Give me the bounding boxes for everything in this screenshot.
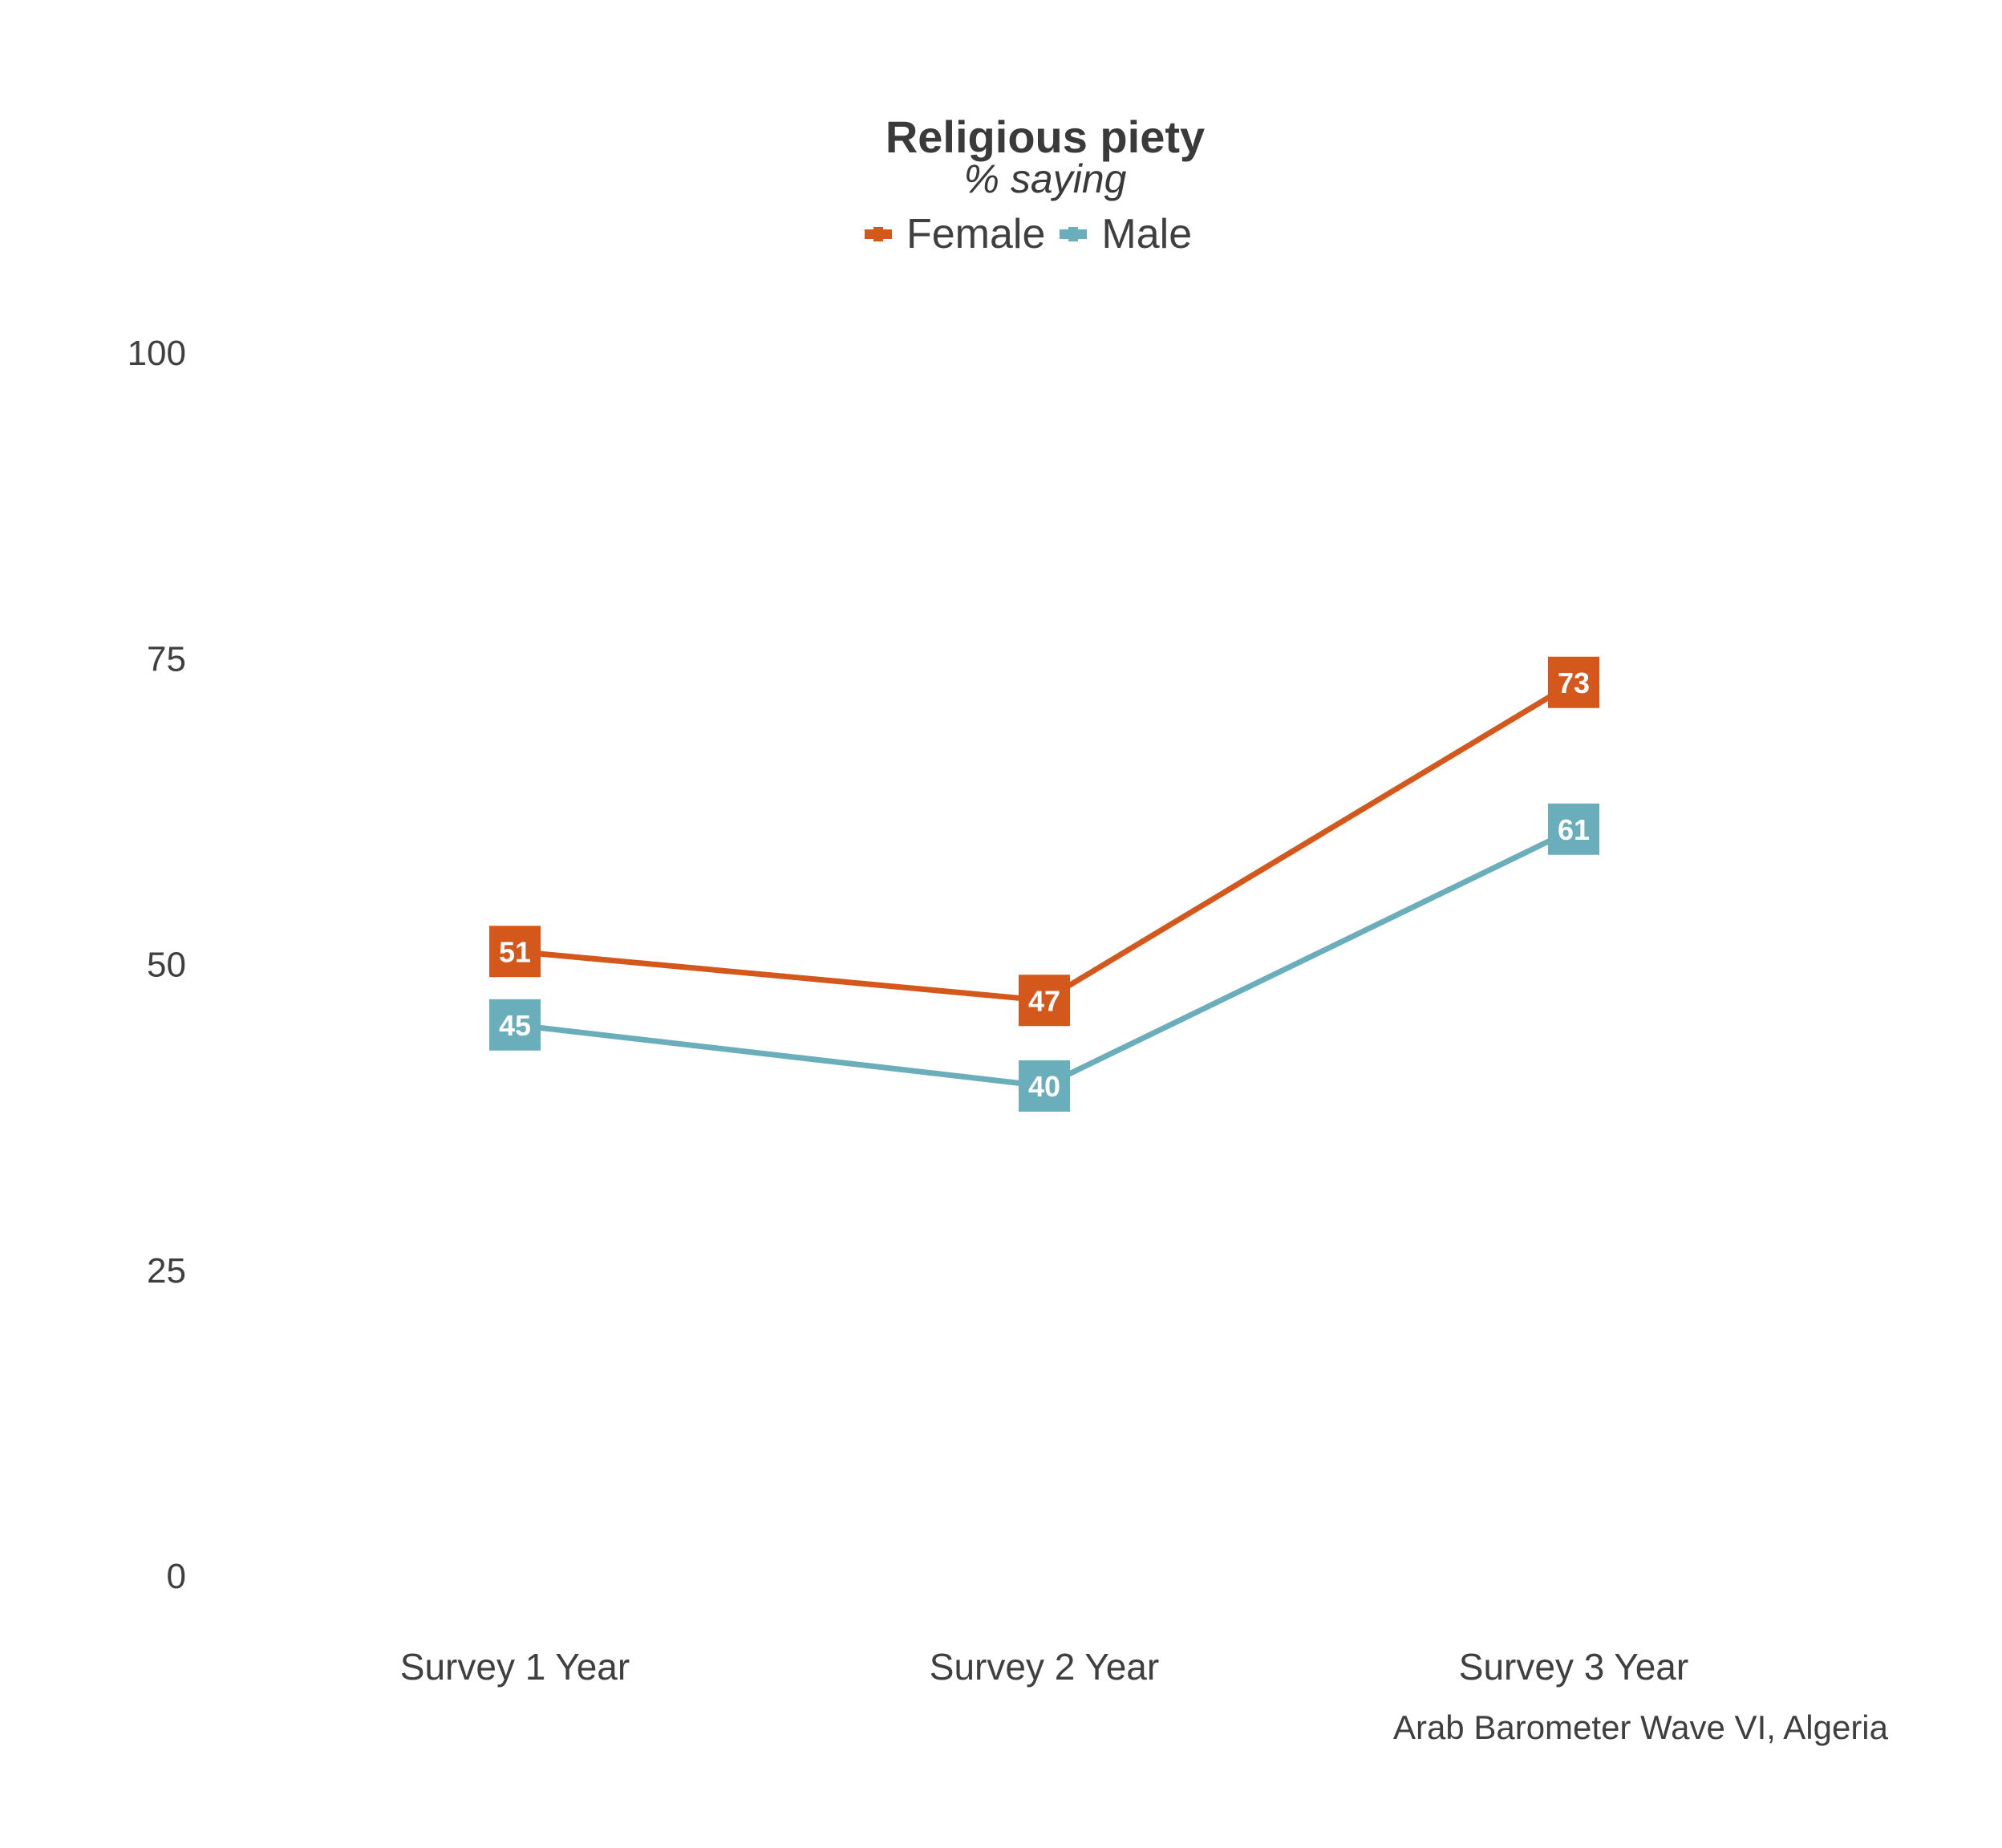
- legend-label-male: Male: [1101, 211, 1193, 257]
- y-tick-label: 25: [147, 1251, 186, 1291]
- data-label: 40: [1028, 1070, 1060, 1103]
- legend-item-male: Male: [1060, 210, 1192, 258]
- source-caption: Arab Barometer Wave VI, Algeria: [1392, 1708, 1888, 1746]
- y-tick-label: 50: [147, 946, 186, 985]
- y-tick-label: 100: [128, 334, 186, 373]
- data-label: 47: [1028, 984, 1060, 1017]
- data-point-marker: [489, 926, 541, 978]
- data-point-marker: [1019, 975, 1070, 1027]
- data-label: 45: [499, 1009, 531, 1042]
- chart-title: Religious piety: [885, 111, 1206, 162]
- data-point-marker: [1548, 803, 1599, 855]
- y-tick-label: 75: [147, 639, 186, 679]
- x-tick-label: Survey 2 Year: [930, 1646, 1159, 1688]
- chart-subtitle: % saying: [963, 156, 1127, 201]
- legend-key-male: [1060, 227, 1088, 241]
- series-line-male: [514, 826, 1575, 1089]
- data-label: 73: [1558, 667, 1590, 699]
- legend: Female Male: [865, 210, 1206, 258]
- data-point-marker: [1548, 656, 1599, 708]
- data-point-marker: [489, 999, 541, 1051]
- legend-label-female: Female: [906, 211, 1046, 257]
- data-point-marker: [1019, 1060, 1070, 1112]
- legend-item-female: Female: [865, 210, 1045, 258]
- x-tick-label: Survey 3 Year: [1459, 1646, 1688, 1688]
- legend-key-female: [865, 227, 892, 241]
- data-label: 61: [1558, 813, 1590, 846]
- series-line-female: [514, 679, 1575, 1003]
- x-tick-label: Survey 1 Year: [400, 1646, 630, 1688]
- y-tick-label: 0: [167, 1557, 186, 1596]
- data-label: 51: [499, 935, 531, 968]
